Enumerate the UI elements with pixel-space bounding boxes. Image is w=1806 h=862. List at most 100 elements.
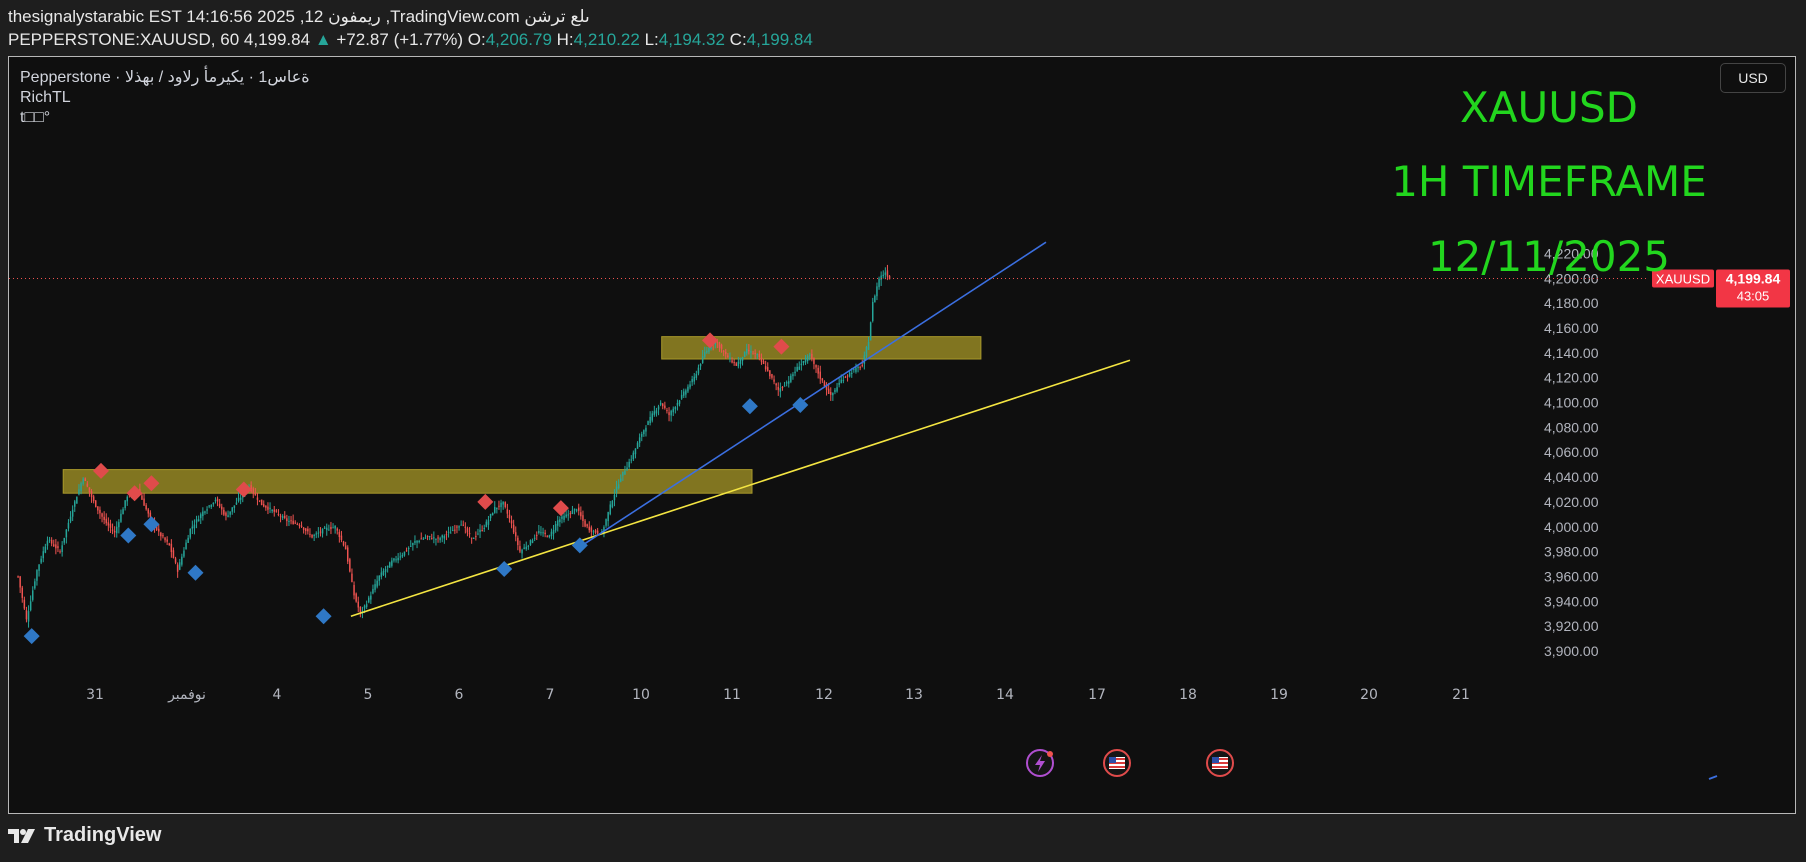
chart-pane[interactable]: 3,900.00 3,920.00 3,940.00 3,960.00 3,980.00…: [8, 56, 1796, 814]
candle-body: [223, 509, 225, 515]
candle-body: [332, 527, 334, 529]
candle-body: [523, 547, 525, 549]
candle-body: [588, 526, 590, 531]
candle-body: [294, 522, 296, 524]
high-label: H:: [556, 30, 574, 49]
candle-body: [643, 430, 645, 435]
candle-body: [647, 421, 649, 425]
candle-body: [590, 527, 593, 532]
candle-body: [416, 540, 418, 543]
tradingview-logo[interactable]: TradingView: [8, 824, 161, 847]
candle-body: [542, 532, 544, 534]
candle-body: [664, 405, 666, 409]
candle-body: [296, 523, 299, 525]
pivot-high-marker: [143, 475, 160, 492]
candle-body: [460, 524, 462, 526]
candle-body: [506, 509, 509, 514]
candle-body: [71, 509, 74, 517]
candle-body: [743, 351, 746, 357]
open-label: O:: [467, 30, 486, 49]
candle-body: [76, 496, 78, 504]
countdown-value: 43:05: [1737, 288, 1770, 303]
candle-body: [571, 510, 574, 514]
candle-body: [193, 524, 196, 529]
pivot-high-marker: [477, 493, 494, 510]
candle-body: [527, 545, 530, 547]
candle-body: [122, 509, 124, 515]
candle-body: [531, 540, 534, 543]
candle-body: [517, 537, 519, 546]
candle-body: [693, 376, 695, 382]
candle-body: [69, 516, 72, 522]
candle-body: [716, 342, 719, 344]
change-value: +72.87 (+1.77%): [336, 30, 464, 49]
candle-body: [176, 564, 179, 572]
pivot-high-marker: [126, 485, 143, 502]
candle-body: [313, 534, 315, 537]
candle-body: [439, 538, 441, 541]
candle-body: [252, 488, 254, 494]
candle-body: [859, 367, 861, 369]
candle-body: [691, 379, 693, 383]
candle-body: [279, 515, 282, 517]
candle-body: [197, 519, 200, 522]
pivot-low-marker: [143, 516, 160, 533]
candle-body: [508, 514, 511, 519]
candle-body: [424, 537, 427, 539]
currency-button[interactable]: USD: [1720, 63, 1786, 93]
candle-body: [649, 416, 651, 424]
candle-body: [580, 512, 582, 517]
price-chart[interactable]: 3,900.00 3,920.00 3,940.00 3,960.00 3,980.00…: [9, 57, 1795, 813]
tradingview-logo-icon: [8, 828, 35, 843]
candle-body: [321, 528, 324, 534]
candle-body: [550, 531, 553, 537]
candle-body: [435, 538, 437, 540]
candle-body: [447, 531, 450, 533]
us-flag-event-icon[interactable]: [1103, 749, 1131, 777]
candle-body: [769, 370, 771, 377]
candle-body: [519, 546, 521, 552]
candles: [17, 264, 891, 628]
us-flag-event-icon[interactable]: [1206, 749, 1234, 777]
candle-body: [109, 523, 112, 528]
candle-body: [874, 295, 876, 303]
candle-body: [414, 541, 416, 543]
candle-body: [748, 350, 750, 352]
candle-body: [651, 413, 653, 421]
candle-body: [563, 515, 565, 520]
candle-body: [561, 516, 563, 519]
candle-body: [365, 604, 368, 607]
economic-event-flash-icon[interactable]: [1026, 749, 1054, 777]
candle-body: [309, 533, 311, 535]
candle-body: [305, 528, 307, 532]
candle-body: [687, 386, 689, 392]
y-tick-label: 4,120.00: [1544, 370, 1599, 386]
candle-body: [811, 353, 813, 359]
candle-body: [225, 512, 227, 516]
candle-body: [445, 534, 448, 536]
candle-body: [187, 537, 189, 543]
candle-body: [792, 374, 794, 377]
candle-body: [584, 520, 586, 527]
candle-body: [160, 532, 162, 537]
legend-indicator[interactable]: RichTL: [20, 89, 71, 106]
candle-body: [40, 558, 42, 563]
candle-body: [678, 400, 681, 404]
candle-body: [155, 526, 158, 531]
candle-body: [65, 529, 68, 538]
candle-body: [204, 511, 206, 513]
candle-body: [315, 533, 317, 535]
candle-body: [775, 383, 777, 386]
candle-body: [145, 505, 147, 510]
candle-body: [489, 514, 492, 519]
candle-body: [483, 527, 485, 529]
candle-body: [783, 385, 786, 387]
candle-body: [162, 535, 164, 537]
candle-body: [221, 506, 223, 510]
candle-body: [328, 529, 330, 531]
candle-body: [867, 341, 870, 350]
candle-body: [288, 520, 290, 522]
candle-body: [441, 535, 443, 538]
candle-body: [582, 515, 584, 521]
candle-body: [84, 478, 86, 482]
